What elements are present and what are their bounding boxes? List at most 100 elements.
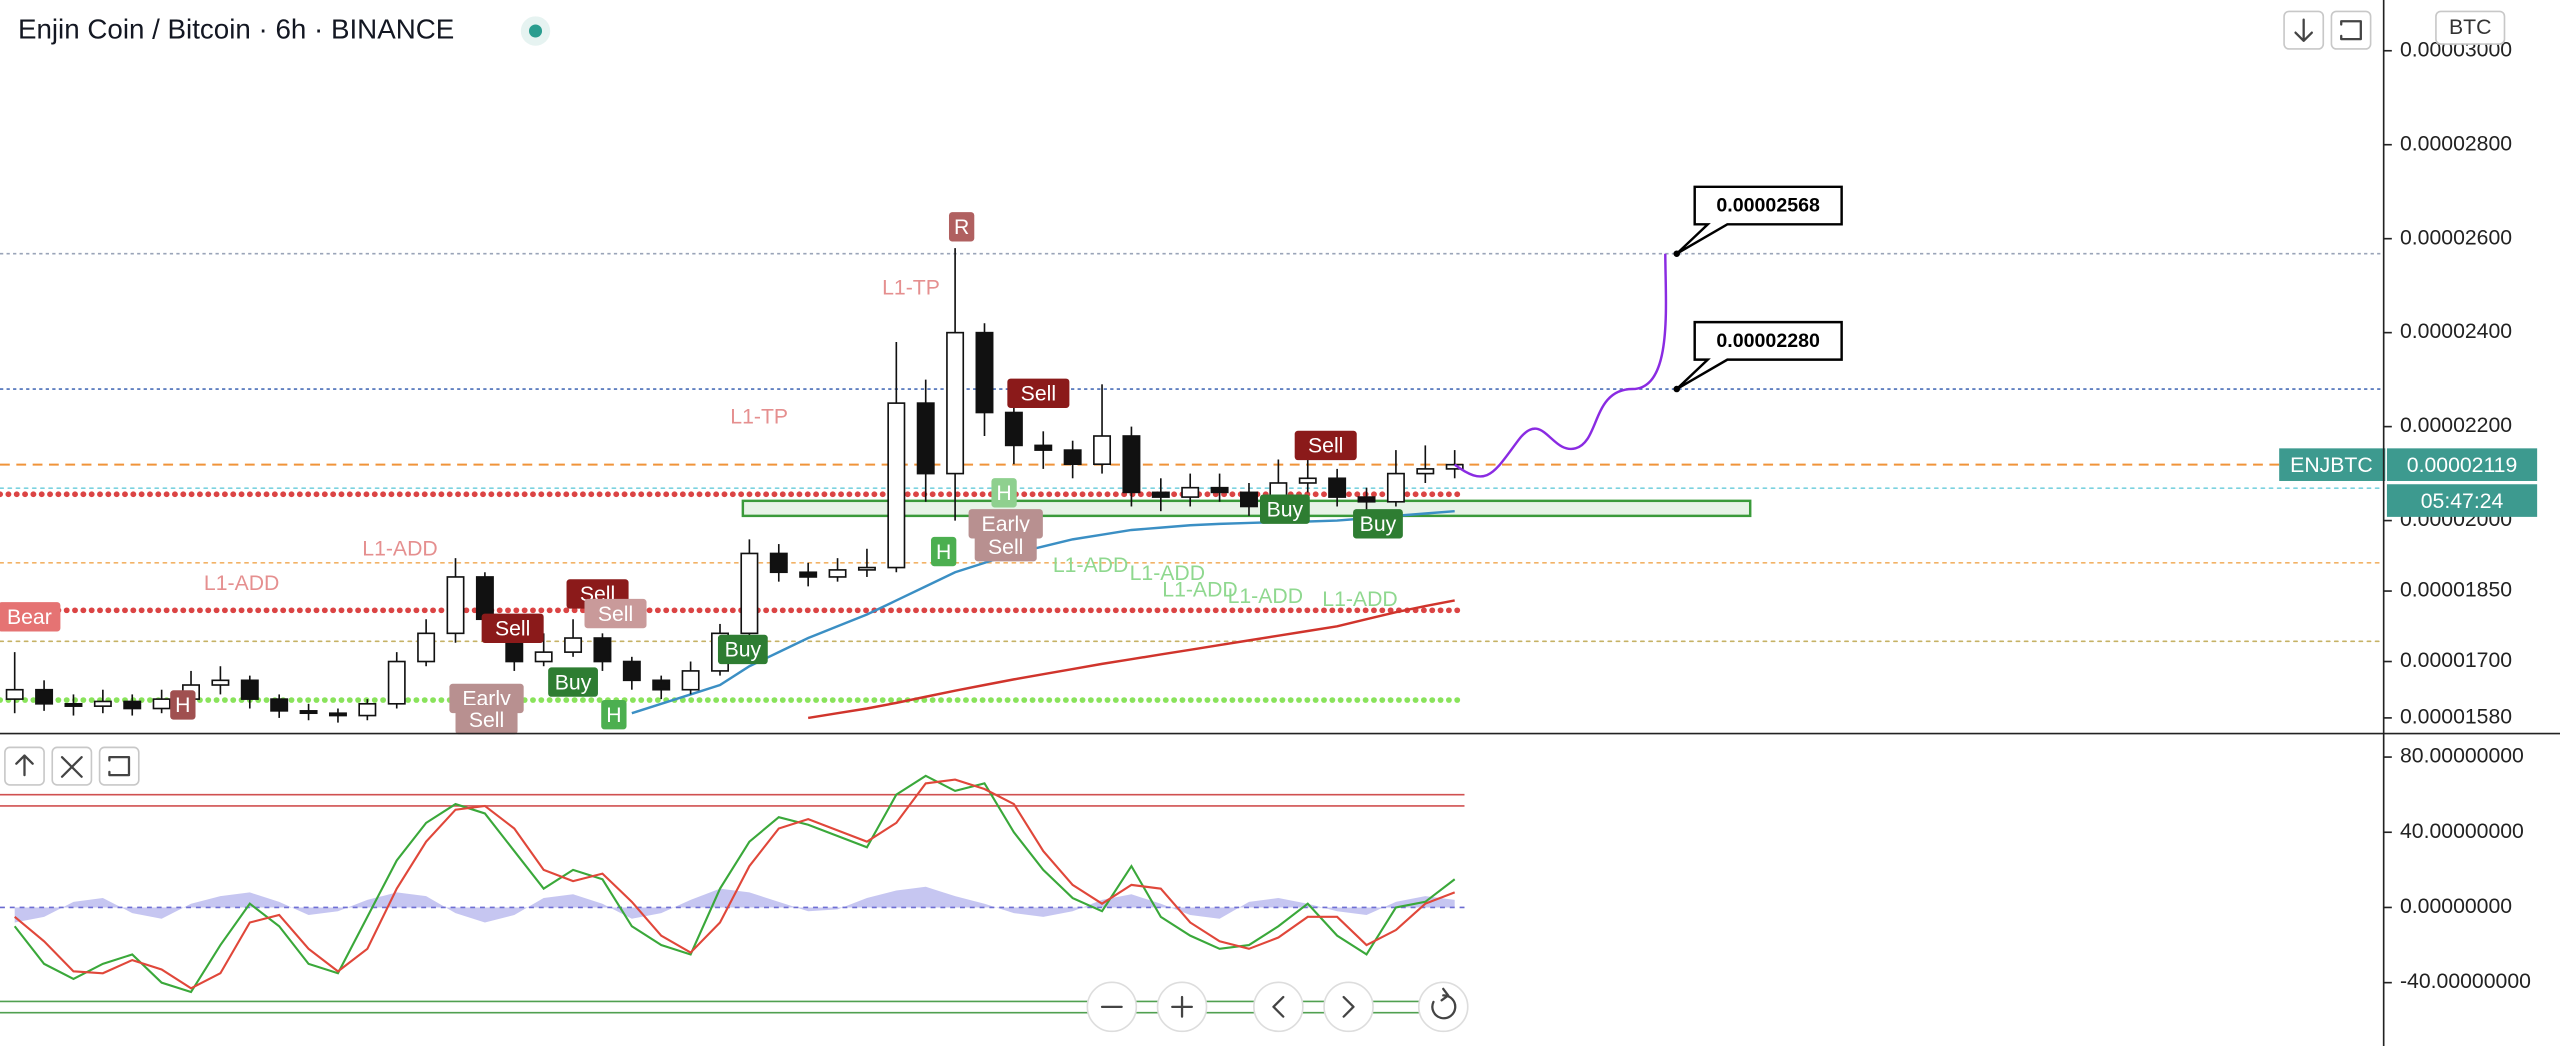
currency-badge[interactable]: [2435, 10, 2506, 45]
scroll-left-button[interactable]: [1253, 981, 1304, 1033]
oscillator-line: [14, 778, 1456, 990]
candle-body: [622, 660, 641, 682]
zoom-in-button[interactable]: [1156, 981, 1208, 1033]
signal-label: L1-ADD: [1228, 585, 1303, 608]
signal-label: R: [954, 216, 969, 239]
reset-button[interactable]: [1417, 981, 1469, 1033]
signal-box: [601, 700, 627, 730]
y-tick-label: 0.00002200: [2400, 414, 2512, 437]
close-icon: [60, 756, 83, 778]
y-tick-label: 80.00000000: [2400, 745, 2524, 768]
candle-body: [240, 679, 259, 700]
candle-body: [1386, 472, 1405, 503]
signal-label: Early: [462, 688, 511, 711]
candle-body: [270, 698, 289, 712]
signal-label: L1-ADD: [1162, 578, 1237, 601]
signal-label: Sell: [469, 709, 504, 732]
y-tick-label: 0.00000000: [2400, 895, 2512, 918]
button-frame[interactable]: [98, 746, 140, 786]
y-tick-label: 0.00002800: [2400, 132, 2512, 155]
symbol-tag: [2279, 448, 2386, 481]
candle-body: [828, 569, 847, 578]
chart-title: Enjin Coin / Bitcoin · 6h · BINANCE: [18, 13, 454, 44]
candle-body: [1004, 411, 1023, 447]
signal-box: [0, 602, 61, 632]
signal-label: Sell: [495, 617, 530, 640]
moving-average: [807, 599, 1455, 720]
candle-body: [593, 637, 612, 663]
scroll-right-button[interactable]: [1323, 981, 1374, 1033]
signal-box: [717, 634, 768, 665]
callout-box: [1675, 320, 1843, 391]
signal-label: Bear: [7, 606, 52, 629]
signal-box: [455, 704, 518, 735]
signal-box: [948, 212, 975, 242]
signal-box: [548, 667, 598, 697]
candle-body: [799, 571, 818, 578]
candle-body: [652, 679, 671, 691]
chevron-right-icon: [1342, 995, 1355, 1018]
candle-body: [475, 576, 494, 621]
signal-label: Buy: [725, 639, 762, 662]
signal-label: L1-ADD: [204, 572, 279, 595]
signal-box: [1260, 494, 1310, 524]
candle-body: [1210, 486, 1229, 494]
candle-body: [417, 632, 436, 663]
candle-body: [387, 660, 406, 705]
reset-icon: [1431, 987, 1457, 1020]
signal-label: Buy: [1360, 513, 1397, 536]
candle-body: [35, 688, 54, 705]
y-tick-label: 0.00002400: [2400, 320, 2512, 343]
download-button[interactable]: [2283, 10, 2325, 50]
countdown-label: 05:47:24: [2421, 490, 2504, 513]
pane-maximize-button[interactable]: [98, 746, 140, 786]
maximize-icon: [108, 756, 131, 777]
pane-up-button[interactable]: [4, 746, 45, 786]
signal-label: L1-ADD: [1130, 562, 1205, 585]
button-frame[interactable]: [2330, 10, 2372, 50]
candle-body: [64, 702, 83, 707]
candle-body: [534, 651, 553, 663]
signal-label: L1-TP: [730, 405, 788, 428]
y-tick-label: 40.00000000: [2400, 820, 2524, 843]
button-circle[interactable]: [1323, 981, 1374, 1033]
oscillator-line: [13, 774, 1456, 994]
signal-label: L1-TP: [882, 276, 940, 299]
callout-label: 0.00002280: [1716, 330, 1820, 352]
candle-body: [211, 679, 230, 686]
button-circle[interactable]: [1417, 981, 1469, 1033]
candle-body: [446, 576, 465, 635]
y-tick-label: 0.00001700: [2400, 649, 2512, 672]
candle-body: [1122, 435, 1141, 494]
signal-label: L1-ADD: [362, 538, 437, 561]
signal-box: [170, 690, 196, 720]
pane-close-button[interactable]: [51, 746, 93, 786]
moving-average: [631, 509, 1455, 715]
signal-box: [584, 598, 647, 629]
signal-box: [1353, 509, 1403, 539]
candle-body: [681, 670, 700, 691]
arrow-down-icon: [2294, 18, 2313, 42]
plus-icon: [1171, 995, 1193, 1018]
projection-path: [1453, 253, 1668, 478]
candle-body: [1034, 444, 1053, 451]
histogram-area: [14, 886, 1455, 923]
price-tag: [2386, 448, 2538, 481]
layout-button[interactable]: [2330, 10, 2372, 50]
candle-body: [857, 566, 876, 571]
button-circle[interactable]: [1253, 981, 1304, 1033]
candle-body: [5, 688, 24, 700]
signal-box: [481, 613, 544, 643]
zoom-out-button[interactable]: [1086, 981, 1138, 1033]
candle-body: [1181, 486, 1200, 498]
candle-body: [299, 710, 318, 715]
candle-body: [152, 698, 171, 710]
candle-body: [1240, 491, 1258, 508]
candle-body: [358, 702, 377, 717]
layout-icon: [2340, 20, 2362, 41]
signal-label: L1-ADD: [1322, 588, 1397, 611]
candle-body: [564, 637, 583, 653]
